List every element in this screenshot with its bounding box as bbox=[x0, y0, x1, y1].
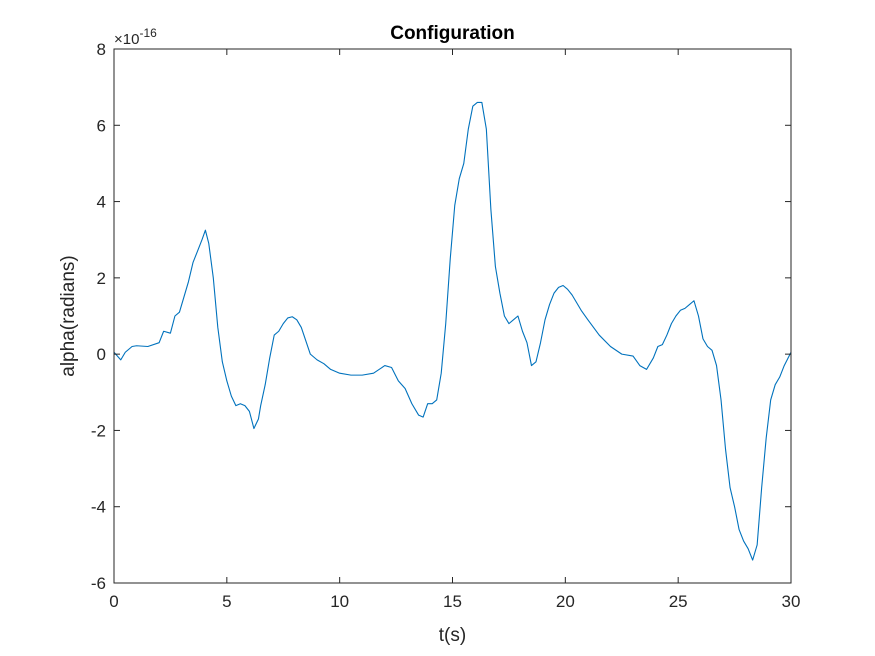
series-layer bbox=[113, 101, 792, 561]
y-tick-label: 6 bbox=[97, 116, 106, 135]
x-tick-label: 15 bbox=[443, 592, 462, 611]
series-line-0 bbox=[113, 101, 792, 561]
y-tick-label: 8 bbox=[97, 40, 106, 59]
y-tick-label: -4 bbox=[91, 498, 106, 517]
x-tick-label: 20 bbox=[556, 592, 575, 611]
y-exponent-base: ×10 bbox=[114, 31, 139, 48]
y-tick-label: 2 bbox=[97, 269, 106, 288]
chart-title: Configuration bbox=[390, 23, 515, 44]
x-axis-label: t(s) bbox=[439, 625, 466, 646]
y-tick-label: -6 bbox=[91, 574, 106, 593]
plot-area bbox=[114, 49, 791, 583]
x-tick-label: 25 bbox=[669, 592, 688, 611]
y-axis-label: alpha(radians) bbox=[58, 255, 79, 376]
x-tick-label: 30 bbox=[782, 592, 801, 611]
x-tick-label: 0 bbox=[109, 592, 118, 611]
y-exponent-power: -16 bbox=[139, 26, 157, 40]
y-tick-label: 4 bbox=[97, 193, 106, 212]
x-tick-label: 5 bbox=[222, 592, 231, 611]
y-tick-label: 0 bbox=[97, 345, 106, 364]
y-exponent-label: ×10-16 bbox=[114, 26, 157, 48]
y-axis: -6 -4 -2 0 2 4 6 8 bbox=[91, 40, 791, 593]
x-tick-label: 10 bbox=[330, 592, 349, 611]
x-axis: 0 5 10 15 20 25 30 bbox=[109, 49, 800, 611]
y-tick-label: -2 bbox=[91, 421, 106, 440]
